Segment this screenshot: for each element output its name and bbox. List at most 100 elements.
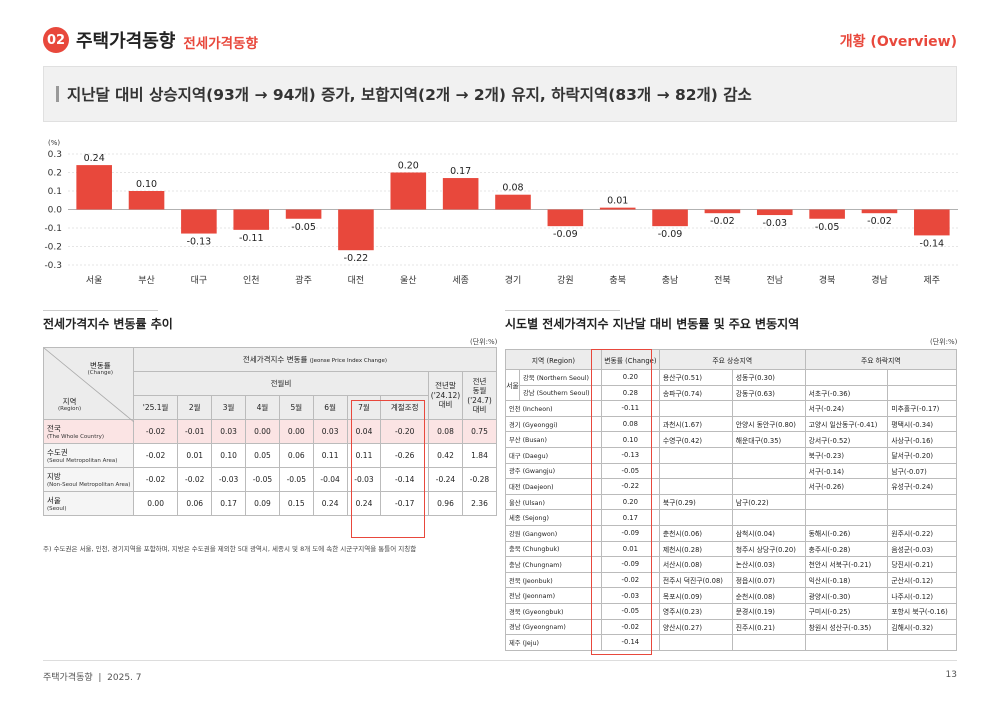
month-header: 4월 <box>244 395 280 420</box>
down-region-1: 창원시 성산구(-0.35) <box>804 618 889 636</box>
prev-year-end-header: 전년말 ('24.12) 대비 <box>428 371 463 420</box>
data-label: 0.24 <box>84 153 105 164</box>
change-value: -0.11 <box>600 400 660 417</box>
down-region-1: 광양시(-0.30) <box>804 587 889 604</box>
table-cell: 0.00 <box>278 419 314 444</box>
table-row: 전국 (The Whole Country) -0.02 -0.01 0.03 0.00 0… <box>43 419 497 444</box>
x-tick-label: 광주 <box>295 274 312 286</box>
region-label: 경기 (Gyeonggi) <box>505 415 602 433</box>
table-cell: -0.03 <box>211 467 246 492</box>
divider <box>505 310 620 311</box>
table-cell: 0.24 <box>346 491 382 516</box>
main-header-label: 전세가격지수 변동률 <box>242 355 308 364</box>
bar-chart: (%) 0.3 0.2 0.1 0.0 -0.1 -0.2 -0.3 0.24 서울 0.10 부산 -… <box>44 139 958 286</box>
bar <box>861 209 898 214</box>
table-row: 인천 (Incheon) -0.11 서구(-0.24) 미추홀구(-0.17) <box>505 400 957 417</box>
up-region-1: 과천시(1.67) <box>658 415 733 433</box>
down-region-2: 유성구(-0.24) <box>887 478 957 495</box>
x-tick-label: 전남 <box>766 275 783 286</box>
row-label-en: (Seoul) <box>47 506 67 512</box>
x-tick-label: 울산 <box>400 275 417 286</box>
corner-change: 변동률 (Change) <box>88 361 113 376</box>
down-region-2: 미추홀구(-0.17) <box>887 400 957 417</box>
up-region-2: 안양시 동안구(0.80) <box>731 415 806 433</box>
y-tick-label: 0.1 <box>48 187 62 197</box>
region-label: 전북 (Jeonbuk) <box>505 571 602 589</box>
change-value: 0.20 <box>600 493 660 511</box>
x-tick-label: 대전 <box>348 275 365 286</box>
data-label: 0.08 <box>502 183 523 194</box>
x-tick-label: 충북 <box>609 275 626 286</box>
up-region-1 <box>658 400 733 417</box>
x-tick-label: 서울 <box>86 275 103 286</box>
corner-region-label: 지역 <box>62 397 77 406</box>
up-region-2: 논산시(0.03) <box>731 556 806 573</box>
region-label: 세종 (Sejong) <box>505 509 602 526</box>
month-header: '25.1월 <box>132 395 179 420</box>
region-label: 충북 (Chungbuk) <box>505 540 602 558</box>
table-cell: 0.11 <box>312 443 348 468</box>
change-value: 0.10 <box>600 431 660 448</box>
down-region-1: 강서구(-0.52) <box>804 431 889 448</box>
data-label: 0.10 <box>136 179 157 190</box>
table-row: 제주 (Jeju) -0.14 <box>505 634 957 651</box>
table-cell: 0.75 <box>462 419 497 444</box>
x-tick-label: 강원 <box>557 275 574 286</box>
diagonal-line <box>44 348 134 422</box>
region-label: 제주 (Jeju) <box>505 634 602 651</box>
up-region-2: 문경시(0.19) <box>731 602 806 620</box>
footer-label: 주택가격동향 | 2025. 7 <box>43 673 142 683</box>
x-tick-label: 제주 <box>924 275 941 286</box>
table-cell: -0.01 <box>177 419 213 444</box>
region-label: 부산 (Busan) <box>505 431 602 448</box>
table-cell: -0.04 <box>312 467 348 492</box>
table-cell: -0.02 <box>132 419 179 444</box>
data-label: -0.09 <box>553 229 578 240</box>
bar <box>338 209 374 251</box>
change-value: -0.13 <box>600 446 660 464</box>
up-region-1 <box>658 634 733 651</box>
row-label-ko: 서울 <box>47 496 61 505</box>
bar <box>809 209 845 219</box>
table-row: 세종 (Sejong) 0.17 <box>505 509 957 526</box>
down-region-1: 북구(-0.23) <box>804 446 889 464</box>
y-tick-label: -0.2 <box>44 243 62 253</box>
mom-header: 전월비 <box>133 371 429 396</box>
table-cell: -0.03 <box>346 467 382 492</box>
change-value: -0.05 <box>600 602 660 620</box>
up-region-1: 북구(0.29) <box>658 493 733 511</box>
down-region-1: 서구(-0.14) <box>804 462 889 480</box>
bar <box>76 165 112 210</box>
table-row: 수도권 (Seoul Metropolitan Area) -0.02 0.01 0.1… <box>43 443 497 468</box>
down-region-1: 천안시 서북구(-0.21) <box>804 556 889 573</box>
table-cell: 0.05 <box>244 443 280 468</box>
y-tick-label: 0.2 <box>48 169 62 179</box>
table-cell: -0.02 <box>132 467 179 492</box>
bar <box>914 209 950 236</box>
table-row: 강원 (Gangwon) -0.09 춘천시(0.06) 삼척시(0.04) 동해시(-… <box>505 524 957 542</box>
right-unit: (단위:%) <box>930 338 958 346</box>
month-header: 2월 <box>177 395 213 420</box>
region-label: 강원 (Gangwon) <box>505 524 602 542</box>
change-value: 0.01 <box>600 540 660 558</box>
down-region-2: 남구(-0.07) <box>887 462 957 480</box>
down-region-2: 나주시(-0.12) <box>887 587 957 604</box>
table-cell: 0.15 <box>278 491 314 516</box>
down-region-2: 원주시(-0.22) <box>887 524 957 542</box>
table-cell: 2.36 <box>462 491 497 516</box>
overview-label: 개황 (Overview) <box>839 34 957 50</box>
up-region-1 <box>658 462 733 480</box>
down-region-2: 사상구(-0.16) <box>887 431 957 448</box>
table-cell: 0.24 <box>312 491 348 516</box>
table-cell: 0.17 <box>211 491 246 516</box>
up-header: 주요 상승지역 <box>658 349 806 370</box>
down-region-2 <box>887 509 957 526</box>
region-label: 인천 (Incheon) <box>505 400 602 417</box>
table-cell: 0.00 <box>132 491 179 516</box>
bar <box>495 194 531 210</box>
bar <box>442 178 479 210</box>
up-region-1: 제천시(0.28) <box>658 540 733 558</box>
table-row: 지방 (Non-Seoul Metropolitan Area) -0.02 -0.0… <box>43 467 497 492</box>
y-tick-label: -0.3 <box>44 261 62 271</box>
row-label-en: (Seoul Metropolitan Area) <box>47 458 118 464</box>
